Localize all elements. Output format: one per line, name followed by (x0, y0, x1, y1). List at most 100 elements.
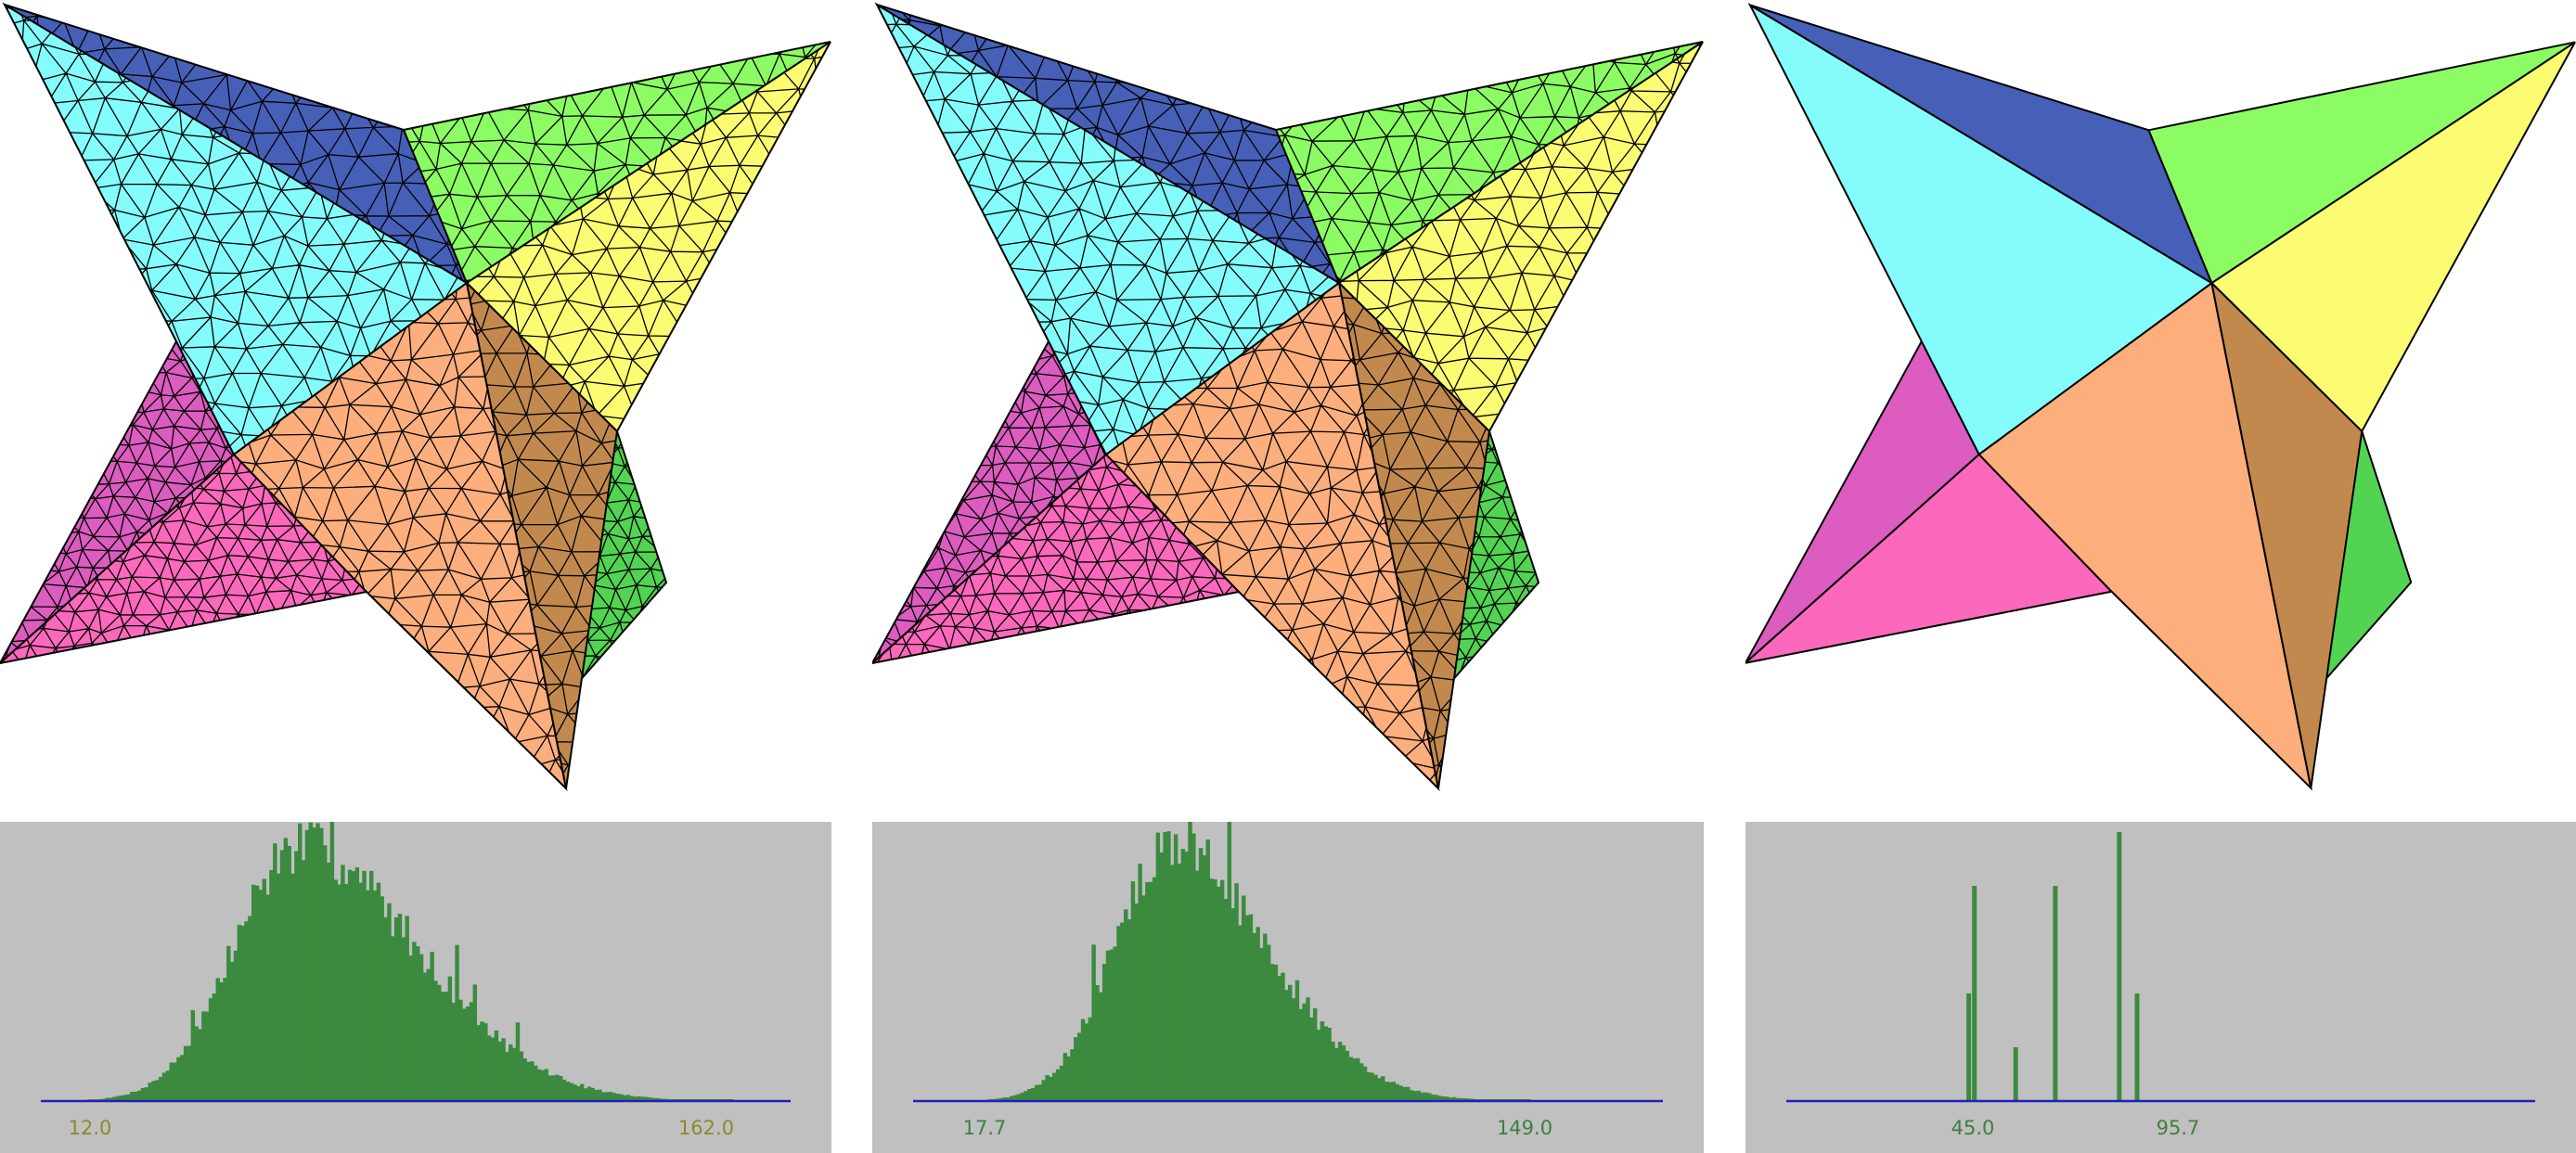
histogram-min-label: 12.0 (68, 1117, 112, 1139)
histogram-bar (422, 972, 428, 1101)
histogram-bar (1398, 1085, 1403, 1101)
histogram-bar (1170, 865, 1175, 1101)
histogram-bar (458, 999, 463, 1101)
histogram-bar (1049, 1076, 1053, 1101)
histogram-bar (119, 1095, 124, 1101)
histogram-bar (344, 883, 349, 1101)
histogram-bar (273, 843, 277, 1101)
histogram-bar (1027, 1089, 1032, 1101)
histogram-bar (158, 1076, 163, 1101)
histogram-bar (229, 961, 235, 1101)
histogram-bar (561, 1079, 567, 1101)
mesh-view-coarse[interactable] (1745, 0, 2576, 807)
histogram-bar (1030, 1088, 1036, 1101)
histogram-bar (1405, 1086, 1410, 1101)
histogram-bar (1362, 1066, 1368, 1101)
histogram-bar (1966, 993, 1972, 1101)
histogram-bar (472, 984, 478, 1101)
histogram-bar (447, 976, 453, 1101)
histogram-max-label: 149.0 (1496, 1117, 1553, 1139)
histogram-bar (998, 1097, 1003, 1101)
histogram-bar (322, 845, 328, 1101)
histogram-bar (1359, 1063, 1364, 1101)
histogram-bar (111, 1096, 117, 1101)
histogram-bar (161, 1072, 167, 1101)
histogram-bar (1234, 883, 1239, 1101)
histogram-bar (1263, 933, 1268, 1101)
histogram-bar (483, 1023, 488, 1101)
histogram-bar (397, 914, 403, 1101)
histogram-bar (401, 937, 406, 1101)
histogram-bar (290, 873, 295, 1101)
histogram-bar (1217, 886, 1221, 1101)
histogram-bar (1387, 1082, 1393, 1101)
histogram-bar (573, 1084, 577, 1101)
histogram-bar (190, 1010, 196, 1101)
histogram-bar (1191, 833, 1196, 1101)
histogram-bar (462, 1008, 467, 1101)
histogram-bar (1002, 1097, 1007, 1101)
histogram-bar (551, 1075, 556, 1101)
histogram-bar (416, 946, 420, 1101)
histogram-bar (258, 890, 264, 1101)
histogram-bar (1166, 831, 1171, 1101)
histogram-bar (180, 1055, 185, 1101)
histogram-bar (1113, 946, 1117, 1101)
histogram-bar (279, 850, 285, 1101)
histogram-bar (469, 1002, 474, 1101)
histogram-bar (333, 879, 338, 1101)
histogram-bar (1074, 1037, 1078, 1101)
histogram-bar (1076, 1032, 1082, 1101)
mesh-view-original[interactable] (0, 0, 831, 807)
histogram-bar (1269, 964, 1275, 1101)
histogram-bar (536, 1069, 542, 1101)
histogram-bar (208, 998, 213, 1101)
histogram-bar (1277, 975, 1282, 1101)
histogram-bar (1241, 895, 1246, 1101)
histogram-bar (1091, 944, 1096, 1101)
mesh-view-remeshed[interactable] (872, 0, 1704, 807)
histogram-bar (1366, 1071, 1372, 1101)
histogram-bar (1134, 903, 1139, 1101)
histogram-bar (583, 1088, 588, 1101)
histogram-bar (244, 921, 249, 1101)
histogram-bar (2117, 832, 2122, 1101)
histogram-bar (1059, 1065, 1064, 1101)
histogram-bar (501, 1038, 506, 1101)
histogram-bar (1205, 839, 1210, 1101)
panel-original: 12.0 162.0 (0, 0, 831, 1153)
histogram-bar (115, 1095, 121, 1101)
mesh-canvas (0, 2, 831, 791)
histogram-bar (219, 982, 224, 1101)
histogram-bar (105, 1097, 109, 1101)
histogram-bar (358, 882, 363, 1101)
histogram-bar (1284, 990, 1289, 1101)
histogram-bar (109, 1097, 113, 1101)
histogram-bar (1045, 1075, 1050, 1101)
histogram-bar (1095, 985, 1100, 1101)
histogram-bar (1012, 1095, 1018, 1101)
histogram-bar (391, 936, 395, 1101)
histogram-bar (126, 1094, 131, 1101)
histogram-max-label: 162.0 (677, 1117, 735, 1139)
histogram-bar (1194, 870, 1200, 1101)
histogram-bar (1341, 1044, 1346, 1101)
histogram-bar (276, 873, 281, 1101)
histogram-bar (1356, 1057, 1360, 1101)
histogram-bar (1377, 1078, 1382, 1101)
histogram-bar (383, 916, 388, 1101)
histogram-bar (1070, 1049, 1075, 1101)
histogram-bar (1055, 1069, 1061, 1101)
histogram-bar (1348, 1057, 1353, 1101)
histogram-bar (1116, 926, 1121, 1101)
histogram-bar (437, 984, 442, 1101)
histogram-bar (569, 1083, 573, 1101)
histogram-bar (598, 1089, 602, 1101)
histogram-bar (544, 1069, 548, 1101)
histogram-bar (629, 1095, 635, 1101)
histogram-bar (1466, 1098, 1471, 1101)
histogram-bar (1434, 1095, 1439, 1101)
histogram-bar (1248, 914, 1254, 1101)
histogram-bar (1163, 831, 1167, 1101)
histogram-bar (526, 1061, 531, 1101)
